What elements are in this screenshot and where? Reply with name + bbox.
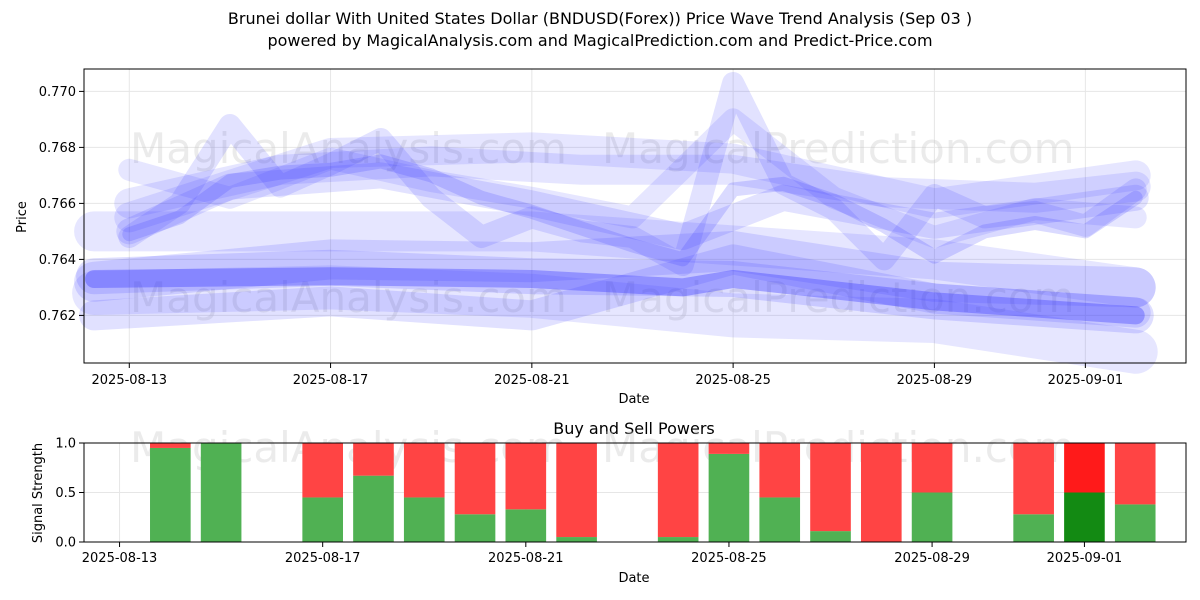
x-tick-label: 2025-08-17 bbox=[293, 373, 369, 388]
watermark-text: MagicalAnalysis.com bbox=[130, 273, 567, 322]
bar-sell bbox=[302, 443, 343, 498]
bar-buy bbox=[403, 497, 445, 542]
series-line-wave-slow-c bbox=[72, 265, 1158, 374]
bar-sell bbox=[1013, 443, 1054, 515]
x-tick-label: 2025-08-29 bbox=[897, 373, 973, 388]
y-tick-label: 0.766 bbox=[39, 197, 76, 212]
watermark-text: MagicalPrediction.com bbox=[602, 124, 1075, 173]
x-tick-label: 2025-08-21 bbox=[488, 551, 564, 566]
bar-buy bbox=[810, 531, 851, 542]
x-tick-label: 2025-08-13 bbox=[92, 373, 168, 388]
bar-buy bbox=[200, 443, 242, 542]
y-tick-label: 0.5 bbox=[55, 486, 76, 501]
series-line-wave-mid-c bbox=[116, 162, 1149, 250]
bar-buy bbox=[911, 492, 953, 542]
bar-buy bbox=[1064, 492, 1105, 542]
x-tick-label: 2025-08-13 bbox=[82, 551, 158, 566]
price-wave-lines bbox=[72, 72, 1158, 374]
price-plot-frame bbox=[83, 68, 1187, 364]
bar-sell bbox=[657, 443, 699, 538]
x-tick-label: 2025-09-01 bbox=[1047, 551, 1123, 566]
power-x-axis-label: Date bbox=[618, 571, 649, 586]
x-tick-label: 2025-08-29 bbox=[894, 551, 970, 566]
bar-sell bbox=[1064, 443, 1105, 493]
y-tick-label: 1.0 bbox=[55, 437, 76, 452]
y-tick-label: 0.764 bbox=[39, 253, 76, 268]
watermark-text: MagicalAnalysis.com bbox=[130, 423, 567, 472]
power-y-axis-label: Signal Strength bbox=[31, 443, 46, 543]
series-line-wave-slow-e bbox=[79, 244, 1151, 331]
series-line-wave-mid-b bbox=[114, 132, 1151, 233]
series-line-wave-fast-b bbox=[118, 108, 1147, 248]
x-tick-label: 2025-08-25 bbox=[691, 551, 767, 566]
x-tick-label: 2025-09-01 bbox=[1048, 373, 1124, 388]
power-bars bbox=[150, 443, 1156, 542]
price-y-axis-label: Price bbox=[15, 201, 30, 233]
power-x-axis: 2025-08-13 2025-08-17 2025-08-21 2025-08-25… bbox=[82, 542, 1122, 566]
price-grid bbox=[84, 69, 1186, 363]
series-line-wave-slow-b bbox=[74, 231, 1156, 308]
power-chart-title: Buy and Sell Powers bbox=[553, 419, 715, 438]
bar-sell bbox=[911, 443, 953, 493]
bar-buy bbox=[1013, 514, 1054, 542]
bar-sell bbox=[759, 443, 801, 498]
series-line-wave-slow-a bbox=[76, 249, 1154, 334]
bar-buy bbox=[353, 475, 394, 542]
bar-sell bbox=[860, 443, 902, 542]
y-tick-label: 0.770 bbox=[39, 85, 76, 100]
bar-buy bbox=[1114, 504, 1156, 542]
y-tick-label: 0.768 bbox=[39, 141, 76, 156]
series-line-wave-fast-a bbox=[118, 72, 1147, 276]
y-tick-label: 0.762 bbox=[39, 309, 76, 324]
bar-buy bbox=[759, 497, 801, 542]
price-watermarks: MagicalAnalysis.com MagicalPrediction.co… bbox=[130, 124, 1075, 322]
x-tick-label: 2025-08-21 bbox=[494, 373, 570, 388]
price-x-axis: 2025-08-13 2025-08-17 2025-08-21 2025-08-25… bbox=[92, 363, 1124, 388]
bar-buy bbox=[150, 447, 191, 542]
bar-sell bbox=[353, 443, 394, 476]
bar-sell bbox=[810, 443, 851, 532]
chart-title-line-1: Brunei dollar With United States Dollar … bbox=[227, 9, 973, 28]
bar-sell bbox=[403, 443, 445, 498]
series-line-wave-price bbox=[122, 154, 1143, 267]
bar-buy bbox=[556, 537, 597, 542]
series-line-wave-mid-a bbox=[114, 146, 1151, 219]
power-y-axis: 0.0 0.5 1.0 bbox=[55, 437, 84, 551]
bar-sell bbox=[708, 443, 750, 454]
watermark-text: MagicalAnalysis.com bbox=[130, 124, 567, 173]
bar-sell bbox=[556, 443, 597, 538]
series-line-wave-core bbox=[85, 267, 1145, 325]
price-x-axis-label: Date bbox=[618, 392, 649, 407]
bar-buy bbox=[657, 537, 699, 542]
x-tick-label: 2025-08-17 bbox=[285, 551, 361, 566]
bar-sell bbox=[150, 443, 191, 448]
watermark-text: MagicalPrediction.com bbox=[602, 273, 1075, 322]
series-line-wave-slow-d bbox=[74, 211, 1156, 308]
bar-buy bbox=[505, 509, 547, 542]
bar-sell bbox=[505, 443, 547, 510]
bar-buy bbox=[454, 514, 496, 542]
price-y-axis: 0.762 0.764 0.766 0.768 0.770 bbox=[39, 85, 84, 324]
bar-buy bbox=[708, 453, 750, 542]
bar-sell bbox=[1114, 443, 1156, 505]
y-tick-label: 0.0 bbox=[55, 536, 76, 551]
bar-sell bbox=[454, 443, 496, 515]
x-tick-label: 2025-08-25 bbox=[695, 373, 771, 388]
bar-buy bbox=[302, 497, 343, 542]
chart-title-line-2: powered by MagicalAnalysis.com and Magic… bbox=[267, 31, 933, 50]
